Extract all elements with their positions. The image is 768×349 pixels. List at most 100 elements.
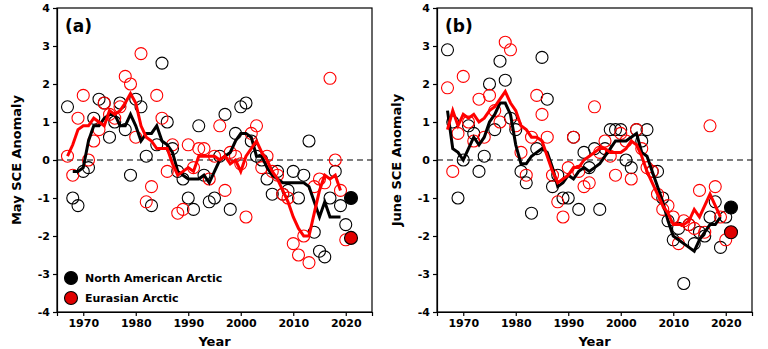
running-mean-line <box>448 92 721 225</box>
point <box>494 55 506 67</box>
legend-marker <box>65 292 78 305</box>
tick-label: 4 <box>422 2 430 15</box>
point <box>335 200 347 212</box>
point <box>146 181 158 193</box>
tick: 2020 <box>331 312 362 330</box>
tick-label: 2000 <box>606 317 637 330</box>
tick: 1990 <box>553 312 584 330</box>
point <box>499 74 511 86</box>
filled-point <box>725 226 738 239</box>
point <box>125 78 137 90</box>
point <box>156 57 168 69</box>
tick-label: 2020 <box>331 317 362 330</box>
tick-label: -3 <box>418 268 430 281</box>
point <box>224 203 236 215</box>
point <box>293 249 305 261</box>
reference-line <box>437 159 752 160</box>
point <box>219 108 231 120</box>
tick-mark <box>433 84 437 85</box>
point <box>72 200 84 212</box>
tick-label: 1 <box>42 116 50 129</box>
tick-label: 2000 <box>226 317 257 330</box>
panel-title: (a) <box>65 16 92 36</box>
point <box>193 120 205 132</box>
tick-label: 4 <box>42 2 50 15</box>
tick: 0 <box>42 154 57 167</box>
plot-area <box>437 36 752 289</box>
point <box>520 177 532 189</box>
point <box>536 108 548 120</box>
filled-point <box>725 201 738 214</box>
point <box>298 169 310 181</box>
y-axis: -4-3-2-101234 <box>418 2 438 319</box>
tick-label: 1980 <box>501 317 532 330</box>
tick: -1 <box>418 192 437 205</box>
point <box>552 196 564 208</box>
tick-label: 3 <box>42 40 50 53</box>
point <box>340 219 352 231</box>
point <box>599 135 611 147</box>
point <box>520 169 532 181</box>
x-axis-title: Year <box>577 334 611 349</box>
point <box>447 165 459 177</box>
y-axis-title: May SCE Anomaly <box>9 94 24 225</box>
point <box>704 120 716 132</box>
x-axis: 197019801990200020102020 <box>438 312 753 330</box>
point <box>140 150 152 162</box>
axis-line <box>438 313 753 317</box>
tick-mark <box>433 122 437 123</box>
tick: 2010 <box>658 312 689 330</box>
point <box>709 181 721 193</box>
tick: 4 <box>42 2 57 15</box>
point <box>319 251 331 263</box>
y-axis: -4-3-2-101234 <box>38 2 58 319</box>
tick-mark <box>433 274 437 275</box>
tick: 1990 <box>173 312 204 330</box>
point <box>589 101 601 113</box>
tick: 3 <box>422 40 437 53</box>
point <box>161 165 173 177</box>
tick: 3 <box>42 40 57 53</box>
point <box>484 78 496 90</box>
point <box>484 89 496 101</box>
tick-label: 1980 <box>121 317 152 330</box>
point <box>193 143 205 155</box>
filled-point <box>345 231 358 244</box>
tick: 1 <box>42 116 57 129</box>
tick: 2010 <box>278 312 309 330</box>
tick-mark <box>433 236 437 237</box>
x-axis: 197019801990200020102020 <box>58 312 373 330</box>
tick-label: 3 <box>422 40 430 53</box>
tick: -1 <box>38 192 57 205</box>
point <box>251 120 263 132</box>
point <box>531 89 543 101</box>
point <box>156 112 168 124</box>
tick-mark <box>433 8 437 9</box>
point <box>151 89 163 101</box>
plot-frame <box>57 8 372 312</box>
tick-label: -2 <box>38 230 50 243</box>
point <box>329 154 341 166</box>
point <box>303 257 315 269</box>
point <box>457 70 469 82</box>
point <box>594 203 606 215</box>
point <box>442 82 454 94</box>
y-axis-title: June SCE Anomaly <box>389 93 404 227</box>
point <box>77 89 89 101</box>
tick: 1 <box>422 116 437 129</box>
tick-label: 2 <box>42 78 50 91</box>
point <box>583 177 595 189</box>
tick: -4 <box>38 306 57 319</box>
point <box>625 162 637 174</box>
point <box>324 72 336 84</box>
point <box>568 131 580 143</box>
point <box>240 97 252 109</box>
tick-label: 0 <box>42 154 50 167</box>
tick-label: -1 <box>38 192 50 205</box>
legend-marker <box>65 272 78 285</box>
tick-label: 2020 <box>711 317 742 330</box>
tick: -2 <box>38 230 57 243</box>
tick: 2 <box>422 78 437 91</box>
point <box>209 192 221 204</box>
point <box>625 173 637 185</box>
